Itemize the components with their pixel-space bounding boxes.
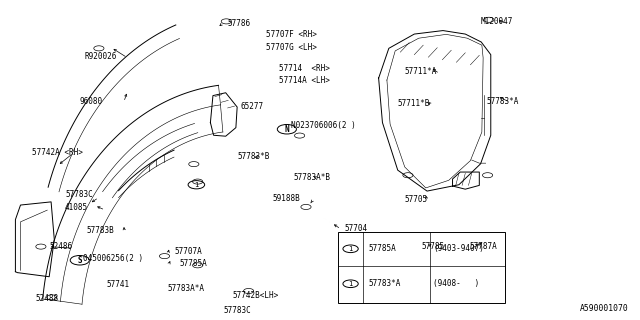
Text: 57705: 57705 (404, 195, 428, 204)
Text: 57714A <LH>: 57714A <LH> (278, 76, 330, 85)
Text: 1: 1 (195, 182, 198, 188)
Text: 52486: 52486 (49, 242, 72, 251)
Text: 57714  <RH>: 57714 <RH> (278, 63, 330, 73)
Text: 57785: 57785 (422, 242, 445, 251)
Text: M120047: M120047 (481, 17, 513, 26)
Text: 57786: 57786 (228, 19, 251, 28)
Text: 57741: 57741 (106, 280, 130, 289)
Text: 1: 1 (348, 281, 353, 287)
Text: 52488: 52488 (35, 294, 58, 303)
Text: 57783A*B: 57783A*B (293, 173, 330, 182)
Text: 57742A <RH>: 57742A <RH> (32, 148, 83, 156)
Text: 57785A: 57785A (369, 244, 396, 253)
Text: 57707G <LH>: 57707G <LH> (266, 43, 317, 52)
Text: 57783A*A: 57783A*A (167, 284, 204, 293)
Text: 57711*A: 57711*A (404, 67, 436, 76)
Text: 57785A: 57785A (180, 259, 207, 268)
Text: 1: 1 (348, 246, 353, 252)
FancyBboxPatch shape (338, 232, 505, 303)
Text: 57742B<LH>: 57742B<LH> (232, 291, 278, 300)
Text: 57783*A: 57783*A (487, 97, 519, 106)
Text: 57783C: 57783C (65, 190, 93, 199)
Text: R920026: R920026 (84, 52, 116, 61)
Text: S: S (77, 256, 82, 265)
Text: 57707F <RH>: 57707F <RH> (266, 30, 317, 39)
Text: 57783*B: 57783*B (237, 152, 269, 161)
Text: 57783*A: 57783*A (369, 279, 401, 288)
Text: 045006256(2 ): 045006256(2 ) (83, 254, 143, 263)
Text: 96080: 96080 (79, 97, 102, 106)
Text: 41085: 41085 (65, 203, 88, 212)
Text: 65277: 65277 (241, 101, 264, 111)
Text: 57783B: 57783B (86, 226, 114, 235)
Text: N023706006(2 ): N023706006(2 ) (291, 121, 356, 130)
Text: 57707A: 57707A (175, 247, 202, 257)
Text: A590001070: A590001070 (580, 304, 629, 313)
Text: 57704: 57704 (344, 224, 367, 233)
Text: 57783C: 57783C (223, 306, 251, 315)
Text: (9403-9407): (9403-9407) (433, 244, 484, 253)
Text: 57787A: 57787A (470, 242, 497, 251)
Text: 57711*B: 57711*B (397, 99, 430, 108)
Text: N: N (285, 125, 289, 134)
Text: (9408-   ): (9408- ) (433, 279, 479, 288)
Text: 59188B: 59188B (272, 194, 300, 203)
